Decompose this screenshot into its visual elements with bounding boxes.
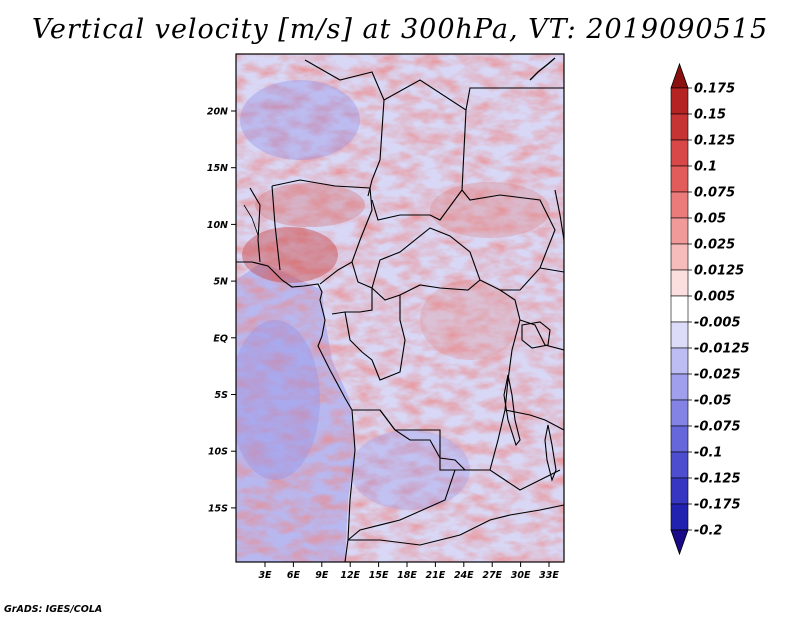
lat-tick-label: 10N	[207, 220, 228, 231]
border-angola	[347, 409, 456, 541]
lon-tick-label: 21E	[426, 570, 446, 581]
colorbar-segment	[670, 295, 689, 323]
lat-tick-label: 15S	[208, 503, 228, 514]
lat-tick-label: 5S	[215, 390, 229, 401]
border-sudan-south	[461, 189, 556, 291]
border-nigeria	[271, 179, 373, 285]
colorbar-label: -0.1	[694, 446, 722, 461]
colorbar-label: -0.2	[694, 524, 722, 539]
colorbar-segment	[670, 217, 689, 245]
colorbar-segment	[670, 425, 689, 453]
lat-tick-label: 5N	[213, 277, 228, 288]
lon-tick-label: 12E	[340, 570, 360, 581]
colorbar-label: 0.0125	[694, 264, 744, 279]
lake-tanganyika	[503, 374, 521, 447]
colorbar-label: -0.0125	[694, 342, 750, 357]
border-ethiopia	[539, 189, 564, 273]
chart-title: Vertical velocity [m/s] at 300hPa, VT: 2…	[31, 14, 769, 45]
coastline-west-africa	[236, 261, 356, 562]
updraft-region-sahel	[255, 183, 365, 227]
updraft-region-sudan	[430, 182, 550, 238]
colorbar-label: -0.05	[694, 394, 731, 409]
border-tanzania	[504, 319, 564, 431]
updraft-region-westafrica	[242, 227, 338, 283]
lake-malawi	[544, 424, 557, 482]
colorbar-label: 0.15	[694, 108, 726, 123]
colorbar-label: 0.1	[694, 160, 717, 175]
colorbar-segment	[670, 451, 689, 479]
colorbar-segment	[670, 113, 689, 141]
colorbar-label: -0.075	[694, 420, 741, 435]
colorbar-label: -0.125	[694, 472, 741, 487]
lat-tick-label: 15N	[207, 163, 228, 174]
colorbar-label: 0.175	[694, 82, 735, 97]
colorbar-segment	[670, 191, 689, 219]
colorbar: 0.175 0.15 0.125 0.1 0.075 0.05 0.025 0.0125 0.0…	[670, 62, 750, 556]
border-benin-togo	[249, 185, 281, 271]
updraft-region-congo	[420, 280, 520, 360]
lon-tick-label: 6E	[287, 570, 301, 581]
colorbar-segment	[670, 477, 689, 505]
colorbar-segment	[670, 347, 689, 375]
subsidence-region-north	[240, 80, 360, 160]
border-zambia	[455, 469, 561, 491]
colorbar-segment	[670, 321, 689, 349]
lat-tick-label: 10S	[208, 447, 228, 458]
colorbar-tip-top	[670, 62, 689, 89]
colorbar-segment	[670, 373, 689, 401]
colorbar-segment	[670, 243, 689, 271]
lon-tick-label: 15E	[369, 570, 389, 581]
colorbar-tip-bottom	[670, 529, 689, 556]
colorbar-segment	[670, 399, 689, 427]
country-borders	[236, 57, 564, 562]
colorbar-segment	[670, 87, 689, 115]
lon-tick-label: 33E	[539, 570, 559, 581]
colorbar-label: -0.025	[694, 368, 741, 383]
credit-text: GrADS: IGES/COLA	[4, 604, 102, 615]
lon-tick-label: 3E	[258, 570, 272, 581]
colorbar-segment	[670, 503, 689, 531]
colorbar-label: 0.075	[694, 186, 735, 201]
colorbar-label: -0.005	[694, 316, 741, 331]
lon-tick-label: 24E	[454, 570, 474, 581]
map-frame	[235, 53, 565, 563]
lon-tick-label: 27E	[482, 570, 502, 581]
lake-victoria	[521, 321, 551, 349]
border-namibia	[348, 504, 564, 546]
colorbar-segment	[670, 165, 689, 193]
lat-tick-label: EQ	[213, 333, 228, 344]
colorbar-label: 0.005	[694, 290, 735, 305]
border-east-top	[465, 87, 564, 111]
latitude-axis: 20N 15N 10N 5N EQ 5S 10S 15S	[207, 107, 236, 514]
colorbar-segment	[670, 269, 689, 297]
lon-tick-label: 18E	[397, 570, 417, 581]
lon-tick-label: 9E	[315, 570, 329, 581]
lat-tick-label: 20N	[207, 107, 228, 118]
map-panel	[236, 54, 564, 562]
colorbar-label: 0.025	[694, 238, 735, 253]
subsidence-region-atlantic	[236, 320, 320, 480]
longitude-axis: 3E 6E 9E 12E 15E 18E 21E 24E 27E 30E 33E	[258, 562, 559, 581]
colorbar-segment	[670, 139, 689, 167]
colorbar-label: -0.175	[694, 498, 741, 513]
red-sea-coast	[529, 57, 556, 81]
colorbar-label: 0.05	[694, 212, 726, 227]
river-niger	[243, 204, 259, 236]
colorbar-label: 0.125	[694, 134, 735, 149]
lon-tick-label: 30E	[511, 570, 531, 581]
border-niger-chad	[371, 79, 467, 221]
border-congo-drc	[344, 295, 406, 381]
